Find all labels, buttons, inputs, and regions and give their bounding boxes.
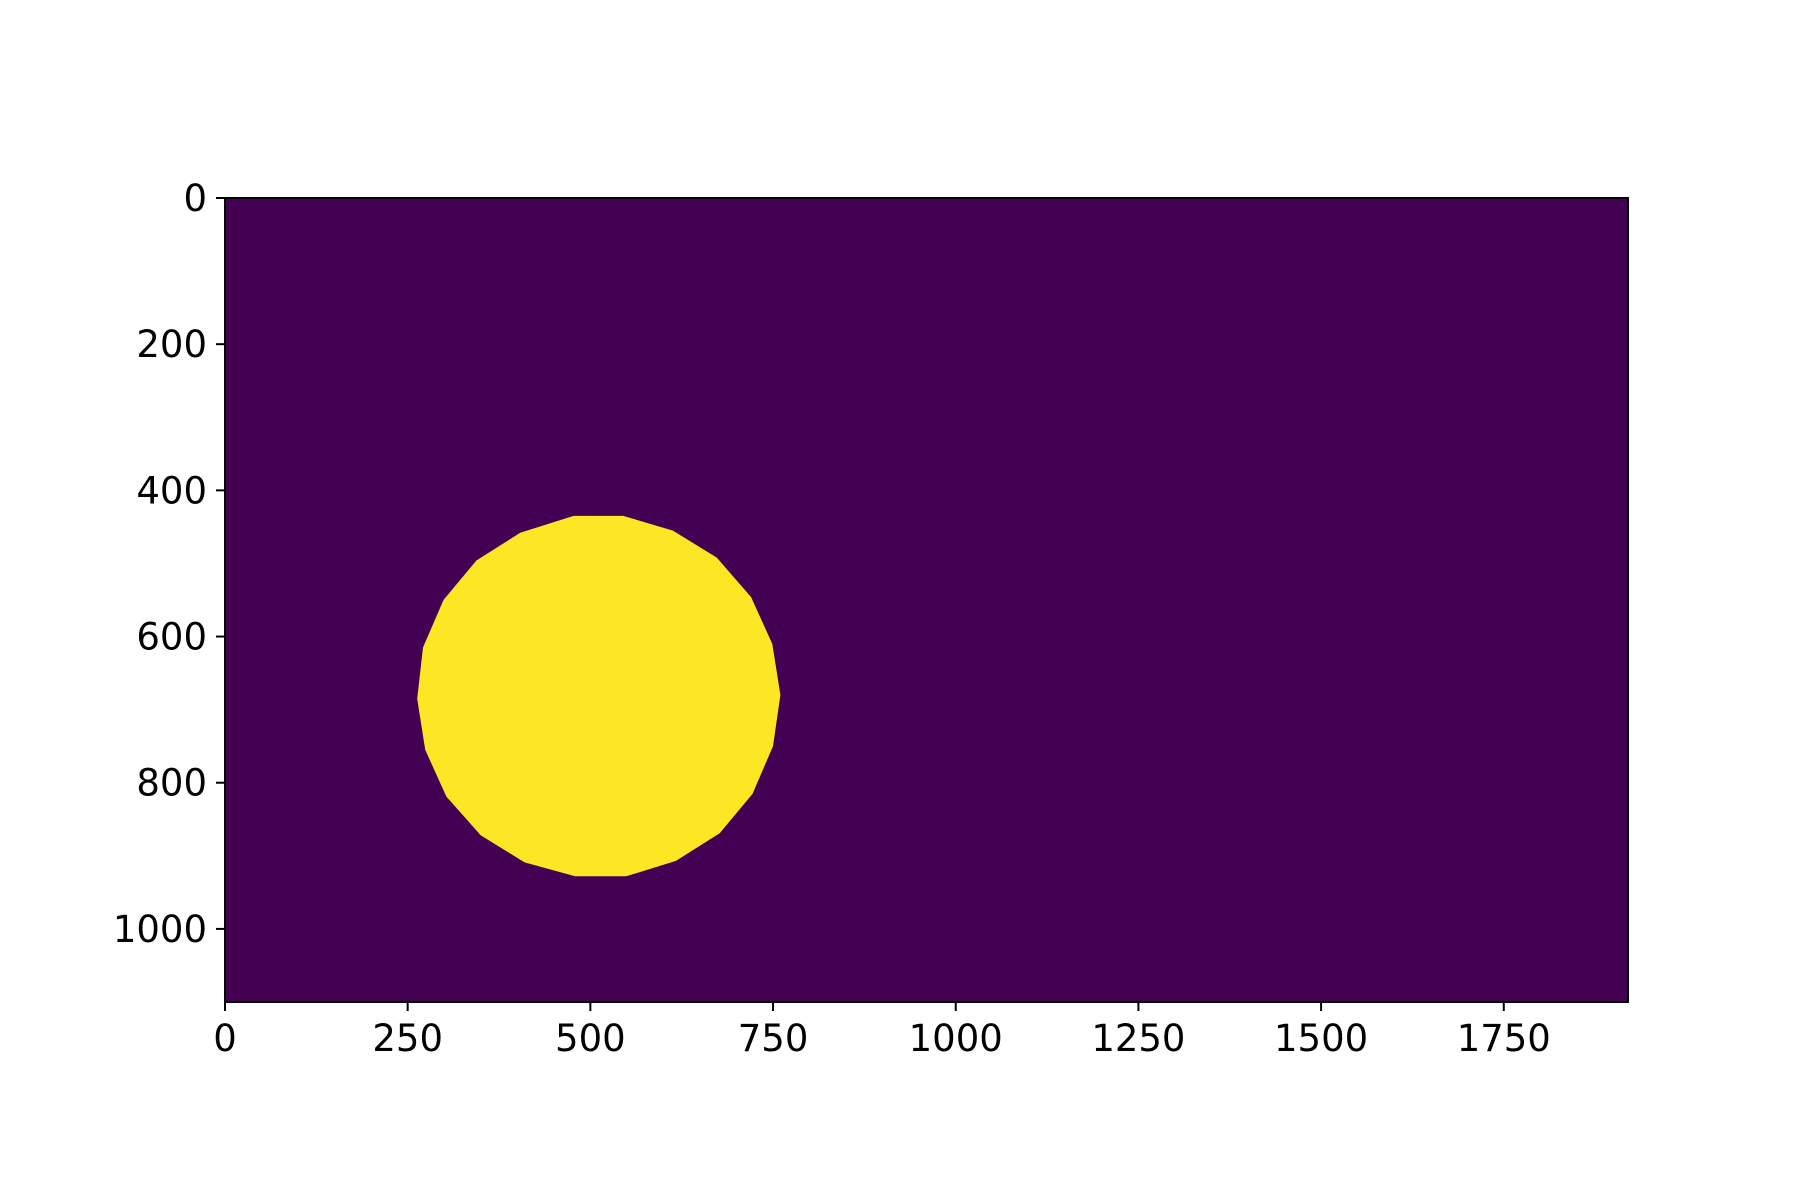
x-tick-label: 500: [555, 1017, 626, 1060]
y-tick-label: 1000: [113, 908, 207, 951]
x-tick-label: 0: [213, 1017, 237, 1060]
x-axis: 0 250 500 750 1000 1250 1500 1750: [213, 1002, 1551, 1060]
x-tick-label: 1000: [909, 1017, 1003, 1060]
x-tick-label: 750: [738, 1017, 809, 1060]
heatmap-background: [225, 198, 1628, 1002]
x-tick-label: 1500: [1274, 1017, 1368, 1060]
y-tick-label: 400: [136, 469, 207, 512]
x-tick-label: 250: [372, 1017, 443, 1060]
axes-frame: [224, 197, 1629, 1003]
y-tick-label: 200: [136, 323, 207, 366]
y-tick-label: 0: [183, 177, 207, 220]
y-tick-label: 800: [136, 762, 207, 805]
y-tick-label: 600: [136, 616, 207, 659]
plot-area: [225, 198, 1628, 1002]
y-axis: 0 200 400 600 800 1000: [113, 177, 225, 951]
x-tick-label: 1750: [1457, 1017, 1551, 1060]
x-tick-label: 1250: [1091, 1017, 1185, 1060]
heatmap-region: [417, 515, 781, 877]
